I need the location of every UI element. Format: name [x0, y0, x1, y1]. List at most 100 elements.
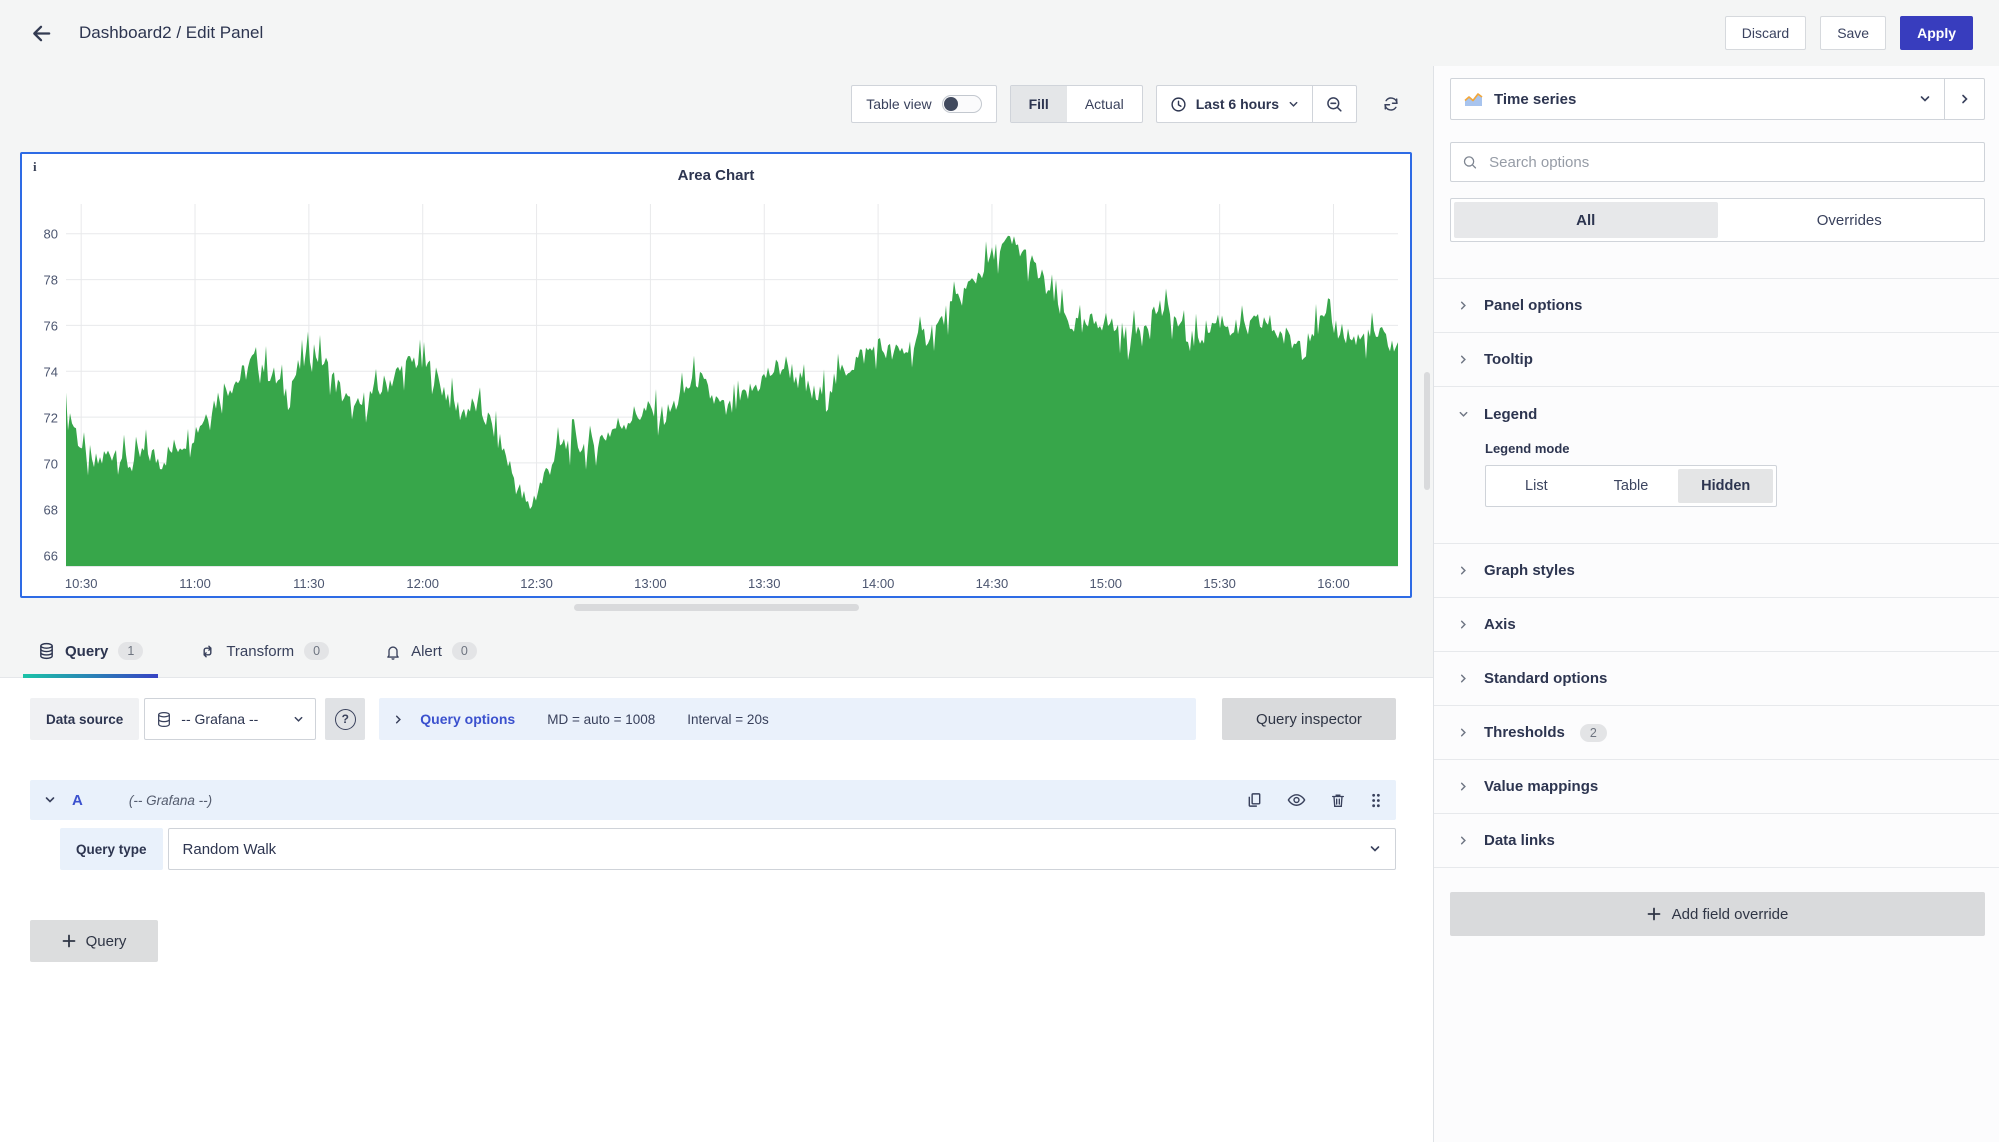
table-view-toggle[interactable] — [941, 95, 982, 113]
panel-toolbar: Table view Fill Actual Last 6 hours — [0, 85, 1433, 123]
zoom-out-button[interactable] — [1312, 86, 1356, 122]
time-range-label: Last 6 hours — [1195, 96, 1279, 112]
save-button[interactable]: Save — [1820, 16, 1887, 50]
tab-query[interactable]: Query 1 — [23, 625, 159, 678]
tab-query-badge: 1 — [118, 642, 144, 660]
section-legend[interactable]: Legend — [1434, 387, 1999, 441]
section-axis[interactable]: Axis — [1434, 598, 1999, 652]
legend-mode-hidden[interactable]: Hidden — [1678, 469, 1774, 503]
tab-overrides[interactable]: Overrides — [1816, 211, 1882, 229]
section-thresholds[interactable]: Thresholds 2 — [1434, 706, 1999, 760]
query-options-link[interactable]: Query options — [420, 711, 516, 727]
time-range-button[interactable]: Last 6 hours — [1157, 86, 1312, 122]
chevron-right-icon — [1460, 301, 1466, 310]
table-view-label: Table view — [866, 96, 932, 112]
edit-pane: Table view Fill Actual Last 6 hours — [0, 66, 1433, 1142]
refresh-button[interactable] — [1370, 85, 1412, 123]
query-type-label: Query type — [60, 828, 163, 870]
add-field-override-button[interactable]: Add field override — [1450, 892, 1985, 936]
chevron-down-icon — [1289, 101, 1298, 107]
visualization-picker[interactable]: Time series — [1450, 78, 1945, 120]
max-data-points-stat: MD = auto = 1008 — [547, 711, 656, 727]
chart-plot[interactable] — [66, 204, 1398, 567]
apply-button[interactable]: Apply — [1900, 16, 1973, 50]
query-type-value: Random Walk — [182, 840, 277, 858]
delete-query-icon[interactable] — [1330, 792, 1346, 809]
panel-info-icon[interactable]: i — [33, 159, 37, 174]
legend-mode-list[interactable]: List — [1525, 478, 1548, 494]
time-series-viz-icon — [1464, 92, 1483, 106]
table-view-control: Table view — [851, 85, 997, 123]
database-icon — [158, 711, 171, 727]
add-query-label: Query — [85, 932, 127, 950]
chevron-right-icon — [1460, 836, 1466, 845]
page-title: Dashboard2 / Edit Panel — [79, 23, 264, 42]
section-data-links[interactable]: Data links — [1434, 814, 1999, 868]
vertical-scrollbar[interactable] — [1424, 372, 1430, 490]
hide-response-icon[interactable] — [1287, 793, 1306, 807]
clock-icon — [1170, 96, 1187, 113]
plus-icon — [1647, 907, 1661, 921]
visualization-label: Time series — [1494, 90, 1577, 108]
query-ref-id: A — [72, 791, 83, 809]
tab-transform[interactable]: Transform 0 — [184, 625, 344, 677]
tab-all[interactable]: All — [1454, 202, 1718, 238]
options-search-input[interactable] — [1487, 152, 1973, 172]
query-type-row: Query type Random Walk — [30, 828, 1396, 870]
database-icon — [40, 642, 53, 660]
datasource-help-button[interactable]: ? — [325, 698, 366, 740]
fill-actual-segment: Fill Actual — [1009, 85, 1143, 123]
legend-mode-table[interactable]: Table — [1613, 478, 1649, 494]
chevron-down-icon — [1459, 411, 1467, 417]
options-search — [1450, 142, 1985, 182]
section-value-mappings[interactable]: Value mappings — [1434, 760, 1999, 814]
datasource-value: -- Grafana -- — [181, 711, 259, 727]
top-bar: Dashboard2 / Edit Panel Discard Save App… — [0, 0, 1999, 66]
datasource-label: Data source — [30, 698, 140, 740]
tab-alert[interactable]: Alert 0 — [370, 625, 492, 677]
tab-alert-label: Alert — [411, 642, 442, 660]
legend-section-body: Legend mode List Table Hidden — [1434, 441, 1999, 544]
collapse-pane-button[interactable] — [1945, 78, 1985, 120]
discard-button[interactable]: Discard — [1724, 16, 1807, 50]
add-query-button[interactable]: Query — [30, 920, 158, 962]
chevron-right-icon — [1460, 355, 1466, 364]
query-inspector-button[interactable]: Query inspector — [1222, 698, 1396, 740]
fill-option[interactable]: Fill — [1010, 86, 1067, 122]
time-picker-group: Last 6 hours — [1155, 85, 1357, 123]
section-tooltip[interactable]: Tooltip — [1434, 333, 1999, 387]
help-icon: ? — [334, 708, 356, 730]
duplicate-query-icon[interactable] — [1246, 791, 1263, 809]
chevron-right-icon — [396, 715, 402, 723]
section-standard-options[interactable]: Standard options — [1434, 652, 1999, 706]
zoom-out-icon — [1327, 96, 1342, 112]
query-datasource-hint: (-- Grafana --) — [128, 792, 213, 808]
bell-icon — [387, 645, 399, 660]
query-options-bar[interactable]: Query options MD = auto = 1008 Interval … — [379, 698, 1196, 740]
chevron-right-icon — [1460, 620, 1466, 629]
chevron-down-icon — [1370, 846, 1380, 852]
legend-mode-segment: List Table Hidden — [1485, 465, 1777, 507]
chevron-down-icon — [45, 797, 55, 803]
add-field-override-label: Add field override — [1671, 905, 1789, 923]
actual-option[interactable]: Actual — [1084, 96, 1124, 112]
search-icon — [1463, 155, 1477, 169]
drag-handle-icon[interactable] — [1370, 792, 1382, 809]
chevron-right-icon — [1460, 782, 1466, 791]
horizontal-scrollbar[interactable] — [574, 604, 859, 611]
tab-alert-badge: 0 — [451, 642, 477, 660]
all-overrides-segment: All Overrides — [1450, 198, 1985, 242]
chevron-right-icon — [1460, 674, 1466, 683]
datasource-select[interactable]: -- Grafana -- — [144, 698, 317, 740]
query-type-select[interactable]: Random Walk — [167, 828, 1396, 870]
section-panel-options[interactable]: Panel options — [1434, 279, 1999, 333]
query-editor: Data source -- Grafana -- ? Query option… — [0, 678, 1433, 1142]
tab-transform-badge: 0 — [304, 642, 330, 660]
chevron-right-icon — [1961, 94, 1968, 104]
chevron-down-icon — [294, 716, 303, 722]
section-graph-styles[interactable]: Graph styles — [1434, 544, 1999, 598]
query-row-a-header[interactable]: A (-- Grafana --) — [30, 780, 1396, 820]
editor-tabbar: Query 1 Transform 0 Alert 0 — [0, 625, 1433, 678]
interval-stat: Interval = 20s — [687, 711, 769, 727]
back-arrow-icon[interactable] — [30, 22, 53, 45]
